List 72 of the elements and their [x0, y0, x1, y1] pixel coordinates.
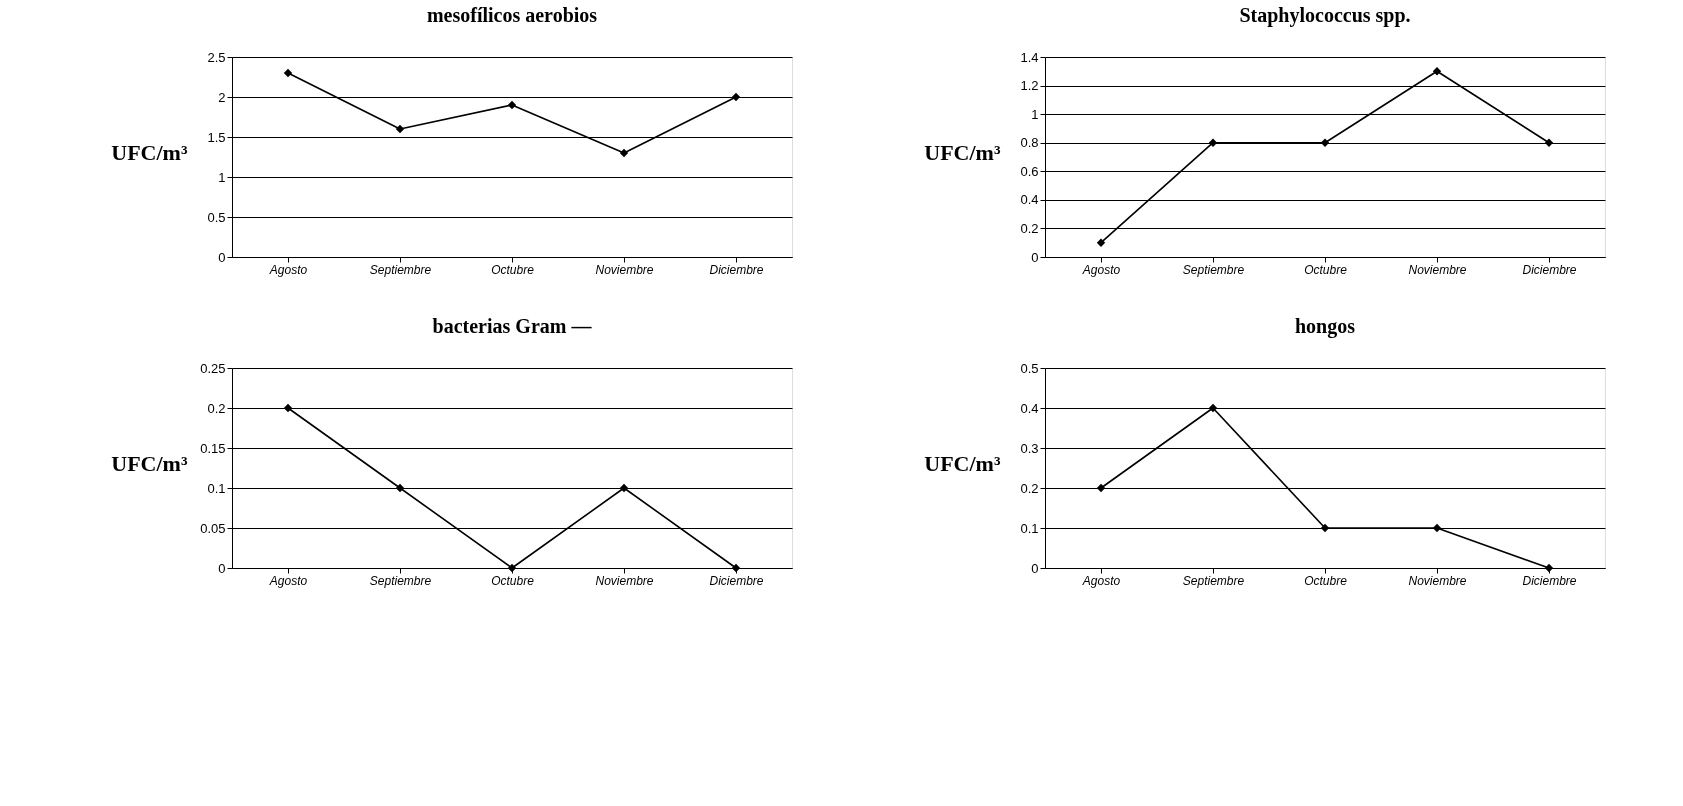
y-tick-label: 0.5	[207, 209, 226, 225]
y-axis-title: UFC/m³	[111, 139, 188, 165]
point	[1544, 138, 1554, 147]
x-tick-label: Septiembre	[1182, 262, 1245, 277]
x-tick-label: Octubre	[491, 573, 535, 588]
point	[507, 100, 517, 110]
y-tick-label: 0	[1031, 560, 1039, 576]
point	[1208, 403, 1218, 413]
x-tick-label: Agosto	[1081, 573, 1121, 588]
point	[731, 92, 741, 102]
chart-title: Staphylococcus spp.	[1239, 4, 1411, 27]
y-axis-title: UFC/m³	[111, 450, 188, 476]
point	[283, 403, 293, 413]
x-tick-label: Agosto	[1081, 262, 1121, 277]
x-tick-label: Septiembre	[369, 262, 432, 277]
y-tick-label: 0.1	[1020, 520, 1039, 536]
y-tick-label: 0.2	[1020, 480, 1039, 496]
y-tick-label: 0	[218, 249, 226, 265]
point	[1208, 138, 1218, 147]
point	[395, 124, 405, 134]
x-tick-label: Diciembre	[1522, 573, 1577, 588]
y-tick-label: 1	[1031, 106, 1039, 122]
point	[619, 483, 629, 493]
point	[1320, 523, 1330, 533]
y-tick-label: 1.5	[207, 129, 226, 145]
x-tick-label: Noviembre	[595, 573, 654, 588]
x-tick-label: Noviembre	[595, 262, 654, 277]
y-tick-label: 0.05	[200, 520, 226, 536]
point	[507, 563, 517, 573]
y-tick-label: 0.5	[1020, 360, 1039, 376]
x-tick-label: Agosto	[268, 262, 308, 277]
y-tick-label: 2.5	[207, 49, 226, 65]
y-axis-title: UFC/m³	[924, 139, 1001, 165]
y-tick-label: 0.2	[1020, 220, 1039, 236]
x-tick-label: Octubre	[1304, 573, 1348, 588]
y-tick-label: 0.4	[1020, 192, 1039, 208]
x-tick-label: Octubre	[1304, 262, 1348, 277]
y-tick-label: 0.3	[1020, 440, 1039, 456]
y-tick-label: 0.15	[200, 440, 226, 456]
point	[395, 483, 405, 493]
y-tick-label: 0.6	[1020, 163, 1039, 179]
point	[283, 68, 293, 78]
y-tick-label: 0.2	[207, 400, 226, 416]
y-tick-label: 2	[218, 89, 226, 105]
point	[1096, 238, 1106, 247]
x-tick-label: Noviembre	[1408, 262, 1467, 277]
y-tick-label: 0.8	[1020, 135, 1039, 151]
x-tick-label: Diciembre	[1522, 262, 1577, 277]
x-tick-label: Noviembre	[1408, 573, 1467, 588]
x-tick-label: Octubre	[491, 262, 535, 277]
x-tick-label: Septiembre	[369, 573, 432, 588]
y-tick-label: 1	[218, 169, 226, 185]
y-tick-label: 0	[218, 560, 226, 576]
y-tick-label: 1.2	[1020, 78, 1039, 94]
chart-title: bacterias Gram —	[432, 315, 593, 337]
y-tick-label: 1.4	[1020, 49, 1039, 65]
x-tick-label: Agosto	[268, 573, 308, 588]
point	[1432, 67, 1442, 76]
point	[619, 148, 629, 158]
chart-title: hongos	[1294, 315, 1356, 338]
y-tick-label: 0.25	[200, 360, 226, 376]
y-tick-label: 0.1	[207, 480, 226, 496]
x-tick-label: Septiembre	[1182, 573, 1245, 588]
point	[1320, 138, 1330, 147]
y-axis-title: UFC/m³	[924, 450, 1001, 476]
point	[1096, 483, 1106, 493]
chart-title: mesofílicos aerobios	[426, 4, 598, 26]
y-tick-label: 0	[1031, 249, 1039, 265]
x-tick-label: Diciembre	[709, 262, 764, 277]
y-tick-label: 0.4	[1020, 400, 1039, 416]
point	[1432, 523, 1442, 533]
x-tick-label: Diciembre	[709, 573, 764, 588]
